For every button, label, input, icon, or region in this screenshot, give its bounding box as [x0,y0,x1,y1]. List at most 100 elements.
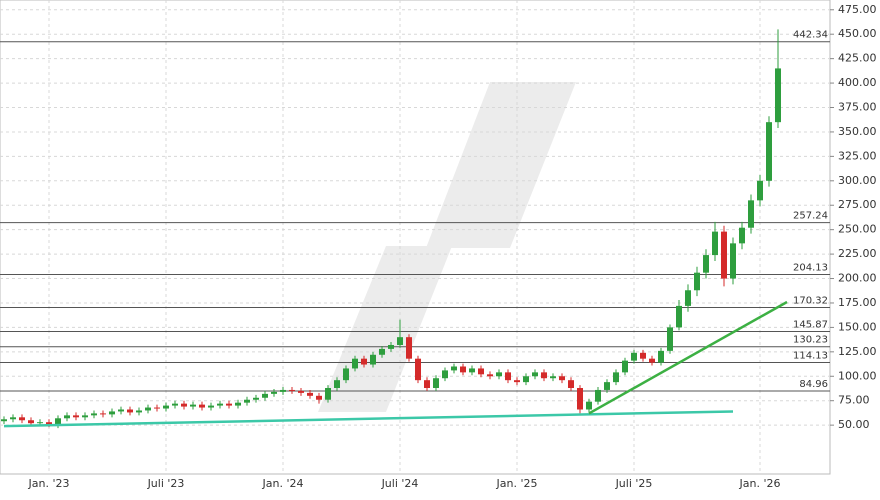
candle-body [523,376,529,383]
candle-body [577,387,583,410]
candle-body [550,376,556,379]
level-label: 442.34 [793,30,828,41]
candle-body [595,389,601,402]
y-tick-label: 475.00 [838,3,877,16]
candle-body [361,358,367,365]
candle-body [640,352,646,359]
candle-body [460,366,466,373]
candle-body [487,374,493,377]
x-tick-label: Juli '24 [381,477,419,490]
x-tick-label: Juli '23 [147,477,185,490]
level-label: 145.87 [793,319,828,330]
candle-body [280,389,286,392]
candle-body [712,231,718,256]
candle-body [739,227,745,244]
y-tick-label: 150.00 [838,320,877,333]
candle-body [343,368,349,381]
candle-body [118,409,124,412]
candle-body [352,358,358,369]
candle-body [388,344,394,349]
candle-body [721,231,727,279]
x-tick-label: Jan. '26 [739,477,781,490]
candle-body [226,403,232,406]
y-tick-label: 450.00 [838,27,877,40]
candle-body [586,401,592,410]
candle-body [334,380,340,388]
candle-body [370,354,376,365]
candle-body [442,370,448,379]
candle-body [685,290,691,306]
y-tick-label: 250.00 [838,223,877,236]
candle-body [325,387,331,400]
candle-body [703,255,709,273]
y-tick-label: 300.00 [838,174,877,187]
level-label: 114.13 [793,350,828,361]
candle-body [208,405,214,408]
candle-body [28,420,34,424]
candle-body [766,122,772,181]
candle-body [190,404,196,407]
y-tick-label: 225.00 [838,247,877,260]
candle-body [127,409,133,413]
candle-body [289,389,295,391]
candle-body [469,368,475,373]
trendline [3,410,734,428]
candle-body [631,352,637,361]
candle-body [181,403,187,407]
candle-body [145,407,151,411]
level-label: 257.24 [793,211,828,222]
candle-body [10,417,16,420]
candle-body [199,404,205,408]
candle-body [415,358,421,381]
level-label: 204.13 [793,262,828,273]
candle-body [622,360,628,373]
candle-body [73,415,79,418]
x-tick-label: Juli '25 [615,477,653,490]
candle-body [424,380,430,388]
candle-body [307,392,313,396]
candle-body [55,418,61,426]
y-tick-label: 350.00 [838,125,877,138]
candle-body [568,380,574,388]
candle-body [163,405,169,409]
candle-body [109,411,115,415]
candle-body [757,180,763,201]
candle-body [235,402,241,406]
candle-body [253,397,259,400]
candle-body [217,403,223,406]
candle-body [271,391,277,394]
candle-body [406,337,412,359]
y-tick-label: 200.00 [838,272,877,285]
candle-body [505,372,511,381]
y-tick-label: 125.00 [838,345,877,358]
y-tick-label: 275.00 [838,198,877,211]
level-label: 130.23 [793,335,828,346]
candle-body [136,410,142,413]
candle-body [82,415,88,418]
y-tick-label: 175.00 [838,296,877,309]
x-tick-label: Jan. '25 [496,477,538,490]
watermark [318,246,452,412]
candle-body [37,422,43,424]
candle-body [514,380,520,383]
candle-body [748,200,754,228]
candle-body [64,415,70,419]
y-tick-label: 75.00 [838,394,870,407]
candle-body [19,417,25,421]
y-tick-label: 50.00 [838,418,870,431]
candle-body [433,378,439,388]
candle-body [262,393,268,398]
watermark [426,82,576,248]
y-tick-label: 325.00 [838,149,877,162]
plot-area [0,0,831,475]
candle-body [559,376,565,381]
candle-body [244,399,250,403]
candle-body [676,305,682,328]
candle-body [379,348,385,355]
level-label: 84.96 [799,379,828,390]
x-tick-label: Jan. '24 [262,477,304,490]
candle-body [775,68,781,123]
level-label: 170.32 [793,296,828,307]
candle-body [298,390,304,393]
